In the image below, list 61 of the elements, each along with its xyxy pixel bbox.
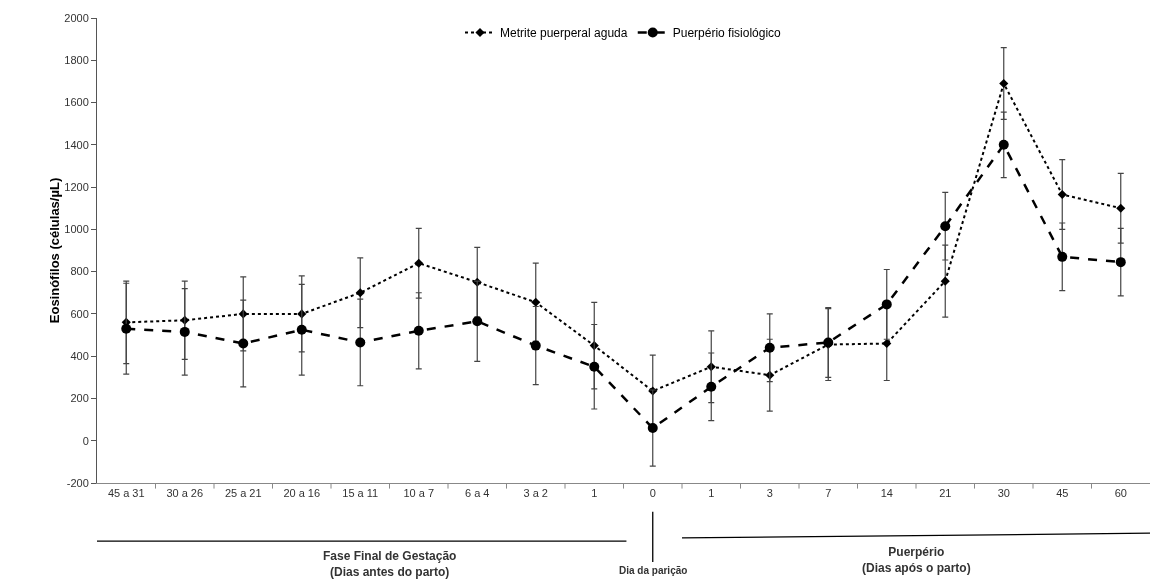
point (881, 299, 892, 310)
point (1115, 257, 1126, 268)
y-tick-label: 600 (70, 307, 89, 320)
x-tick-label: 6 a 4 (465, 487, 490, 500)
x-tick-label: 45 (1056, 487, 1069, 500)
y-tick-label: 1800 (64, 54, 89, 67)
point (706, 381, 717, 392)
text: Dia da parição (619, 565, 688, 576)
x-tick-label: 15 a 11 (342, 487, 379, 500)
x-tick-label: 60 (1114, 487, 1127, 500)
x-tick-label: 20 a 16 (283, 487, 321, 500)
x-tick-label: 30 a 26 (166, 487, 204, 500)
point (940, 276, 950, 286)
legend-label: Puerpério fisiológico (672, 26, 782, 41)
x-tick-label: 30 (997, 487, 1010, 500)
point (531, 297, 541, 307)
y-tick-label: 0 (82, 434, 89, 447)
y-tick-label: 2000 (64, 11, 89, 24)
x-tick-label: 7 (825, 487, 832, 500)
point (355, 288, 365, 298)
point (998, 139, 1009, 150)
y-tick-label: 200 (70, 392, 89, 405)
y-tick-label: 1000 (64, 223, 89, 236)
y-tick-label: 1400 (64, 138, 89, 151)
y-tick-label: -200 (66, 476, 89, 489)
y-axis-title: Eosinófilos (células/µL) (47, 177, 63, 324)
point (647, 423, 658, 434)
point (121, 323, 132, 334)
x-tick-label: 25 a 21 (224, 487, 262, 500)
y-tick-label: 400 (70, 350, 89, 363)
text: Fase Final de Gestação (Dias antes do parto) (323, 549, 457, 579)
x-tick-label: 21 (939, 487, 952, 500)
point (1057, 251, 1068, 262)
point (940, 221, 951, 232)
x-tick-label: 3 a 2 (523, 487, 548, 500)
point (179, 326, 190, 337)
x-tick-label: 0 (649, 487, 656, 500)
x-tick-label: 1 (591, 487, 598, 500)
point (589, 361, 600, 372)
x-tick-label: 14 (880, 487, 893, 500)
point (882, 338, 892, 349)
point (999, 78, 1009, 89)
x-tick-label: 10 a 7 (403, 487, 435, 500)
point (355, 337, 366, 348)
y-tick-label: 1600 (64, 96, 89, 109)
point (414, 258, 424, 268)
point (413, 325, 424, 336)
text: Puerpério (Dias após o parto) (862, 545, 971, 575)
point (1057, 189, 1067, 200)
point (296, 324, 307, 335)
x-tick-label: 45 a 31 (107, 487, 145, 500)
y-tick-label: 1200 (64, 180, 89, 193)
point (1116, 203, 1126, 213)
point (238, 338, 249, 349)
point (764, 342, 775, 353)
point (472, 316, 483, 327)
x-tick-label: 3 (766, 487, 773, 500)
legend-label: Metrite puerperal aguda (500, 26, 628, 41)
point (530, 340, 541, 351)
y-tick-label: 800 (70, 265, 89, 278)
x-tick-label: 1 (708, 487, 715, 500)
